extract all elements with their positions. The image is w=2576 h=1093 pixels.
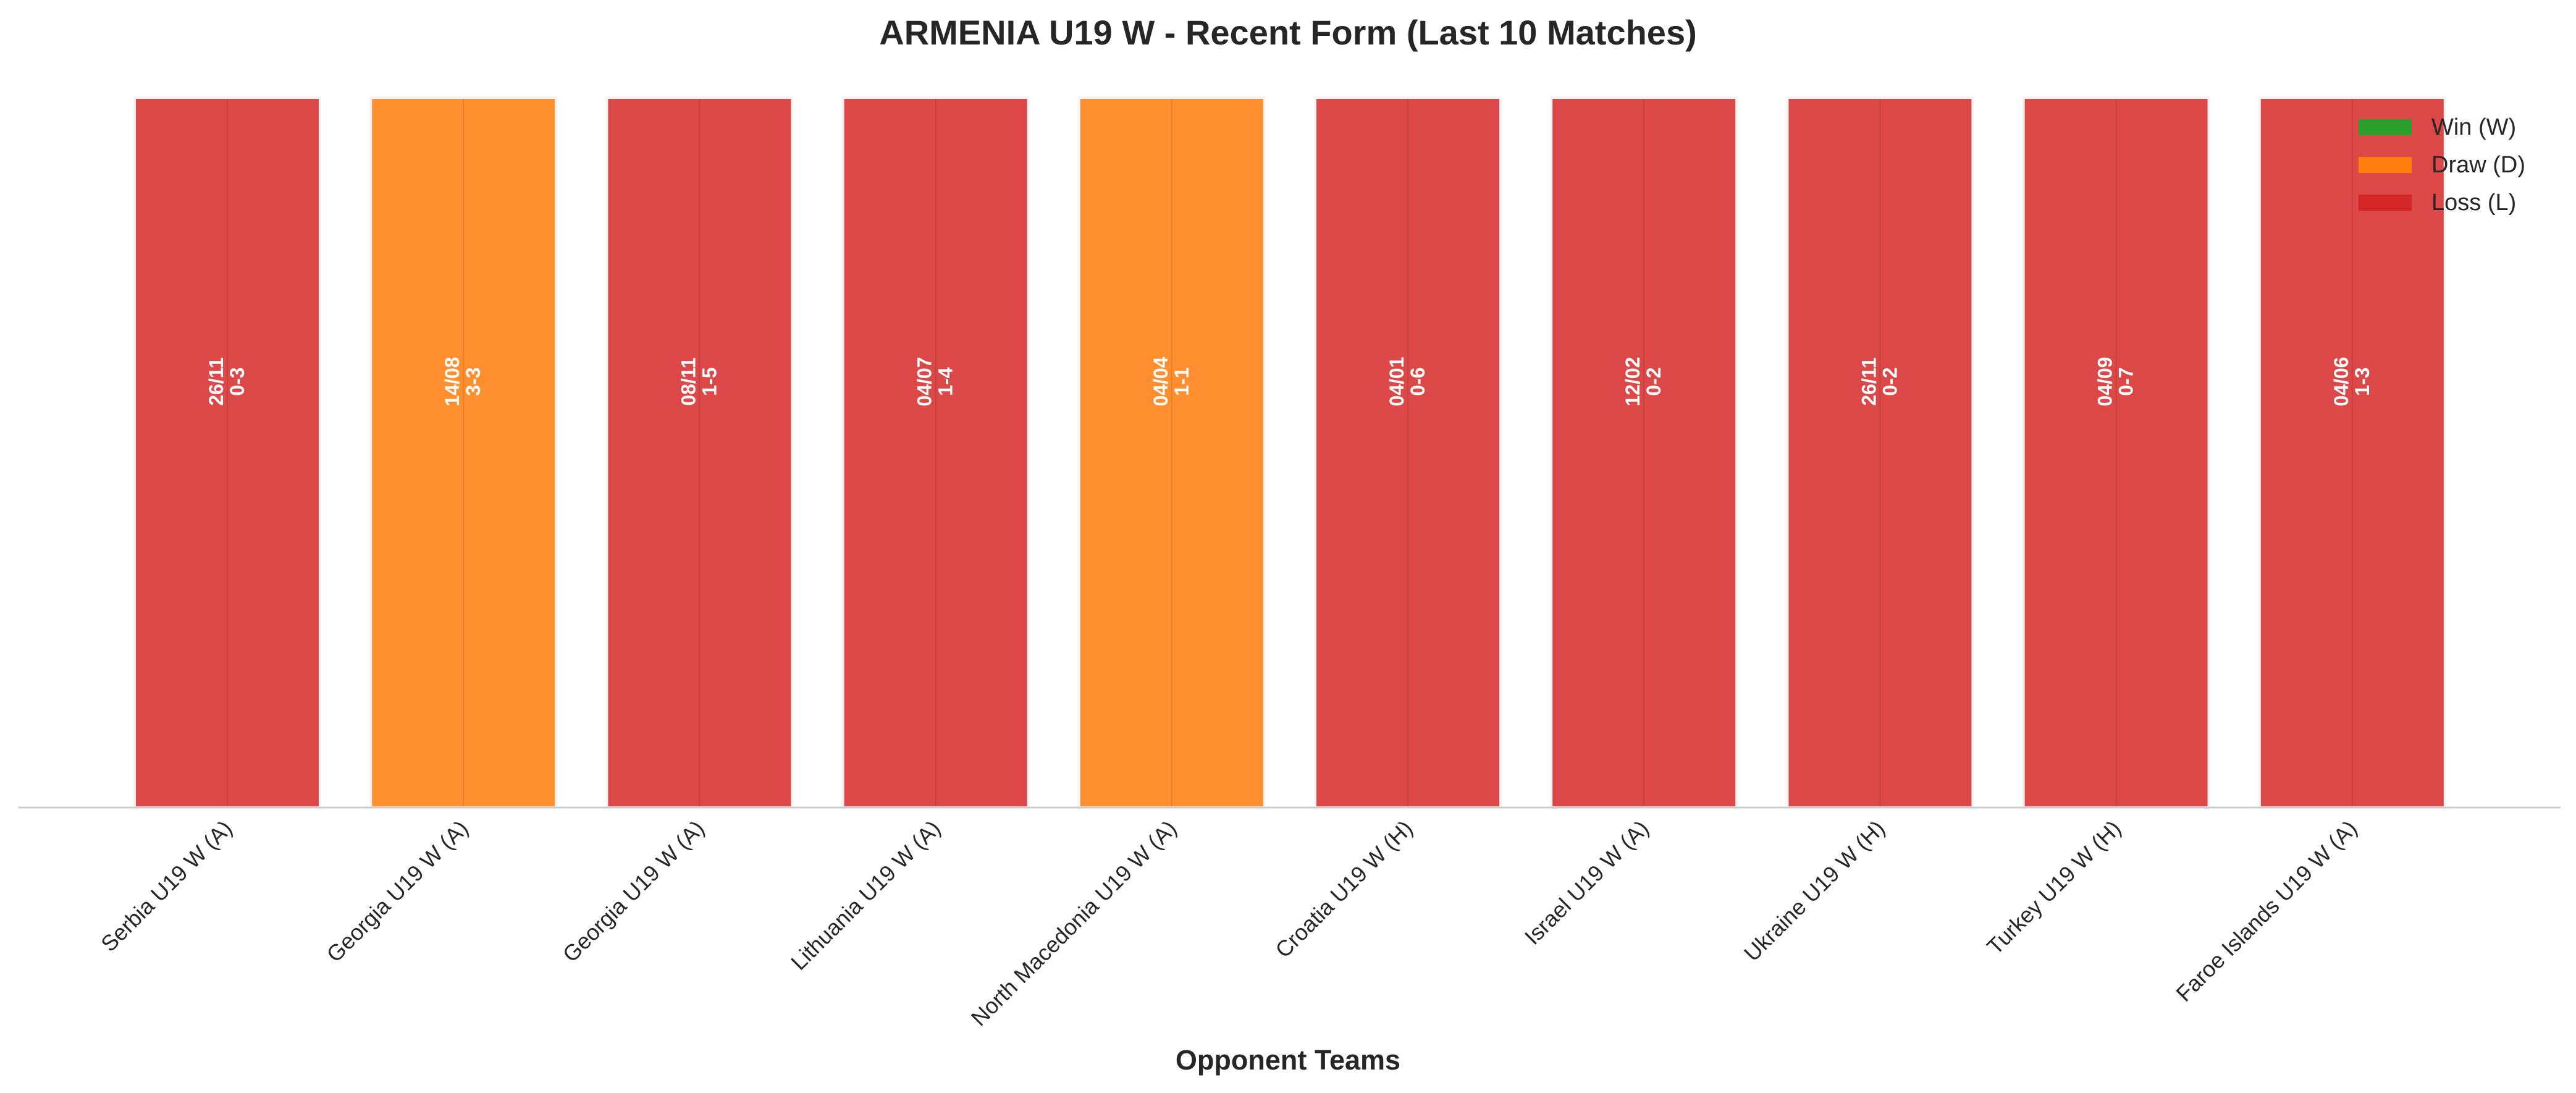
bar-score-label: 1-5 xyxy=(698,367,720,395)
legend-label-d: Draw (D) xyxy=(2431,152,2525,178)
x-tick-label: Serbia U19 W (A) xyxy=(96,816,237,956)
x-tick-label: North Macedonia U19 W (A) xyxy=(966,816,1182,1031)
bar-date-label: 04/07 xyxy=(914,357,936,407)
bar-label: 04/010-6 xyxy=(1386,357,1429,407)
bar-4 xyxy=(841,96,1030,809)
bar-score-label: 1-3 xyxy=(2351,367,2373,395)
x-tick-label: Lithuania U19 W (A) xyxy=(786,816,945,975)
bar-label: 26/110-3 xyxy=(205,357,248,405)
x-tick-labels: Serbia U19 W (A) Georgia U19 W (A) Georgia… xyxy=(96,816,2362,1031)
bar-date-label: 26/11 xyxy=(1858,357,1880,405)
bar-date-label: 04/06 xyxy=(2330,357,2352,407)
legend: Win (W) Draw (D) Loss (L) xyxy=(2359,114,2525,216)
bar-score-label: 0-2 xyxy=(1643,367,1665,395)
x-axis-label: Opponent Teams xyxy=(1176,1044,1400,1076)
bar-score-label: 3-3 xyxy=(462,367,484,395)
bar-2 xyxy=(369,96,558,809)
bar-3 xyxy=(605,96,794,809)
x-tick-label: Faroe Islands U19 W (A) xyxy=(2171,816,2362,1006)
x-tick-label: Ukraine U19 W (H) xyxy=(1739,816,1890,966)
bar-label: 14/083-3 xyxy=(441,357,484,407)
bar-score-label: 0-2 xyxy=(1879,367,1901,395)
bar-date-label: 04/09 xyxy=(2094,357,2116,407)
bar-1 xyxy=(133,96,321,809)
x-tick-label: Turkey U19 W (H) xyxy=(1982,816,2126,960)
bar-date-label: 12/02 xyxy=(1622,357,1644,407)
x-tick-label: Croatia U19 W (H) xyxy=(1270,816,1417,963)
bar-date-label: 04/01 xyxy=(1386,357,1408,407)
legend-swatch-d xyxy=(2359,157,2412,173)
legend-swatch-w xyxy=(2359,119,2412,135)
legend-swatch-l xyxy=(2359,195,2412,211)
bar-label: 04/041-1 xyxy=(1150,357,1193,406)
bar-score-label: 0-3 xyxy=(226,367,248,395)
bar-label: 08/111-5 xyxy=(677,357,720,405)
legend-label-w: Win (W) xyxy=(2431,114,2516,140)
chart-title: ARMENIA U19 W - Recent Form (Last 10 Mat… xyxy=(879,13,1697,52)
bar-label: 04/071-4 xyxy=(914,357,957,407)
bars-layer: 26/110-3 14/083-3 08/111-5 04/071-4 04/041-1… xyxy=(133,96,2446,809)
bar-score-label: 0-7 xyxy=(2115,367,2137,395)
bar-date-label: 26/11 xyxy=(205,357,227,405)
bar-10 xyxy=(2258,96,2446,809)
bar-label: 12/020-2 xyxy=(1622,357,1665,407)
bar-5 xyxy=(1077,96,1266,809)
x-tick-label: Israel U19 W (A) xyxy=(1520,816,1654,950)
bar-label: 26/110-2 xyxy=(1858,357,1901,405)
bar-date-label: 08/11 xyxy=(677,357,699,405)
bar-date-label: 14/08 xyxy=(441,357,463,407)
x-tick-label: Georgia U19 W (A) xyxy=(558,816,709,967)
bar-7 xyxy=(1550,96,1738,809)
bar-date-label: 04/04 xyxy=(1150,357,1172,406)
bar-label: 04/061-3 xyxy=(2330,357,2373,407)
bar-score-label: 0-6 xyxy=(1407,367,1429,395)
bar-label: 04/090-7 xyxy=(2094,357,2137,407)
bar-score-label: 1-4 xyxy=(935,367,957,395)
x-tick-label: Georgia U19 W (A) xyxy=(321,816,473,967)
bar-6 xyxy=(1314,96,1502,809)
bar-score-label: 1-1 xyxy=(1171,367,1193,395)
legend-label-l: Loss (L) xyxy=(2431,190,2516,216)
